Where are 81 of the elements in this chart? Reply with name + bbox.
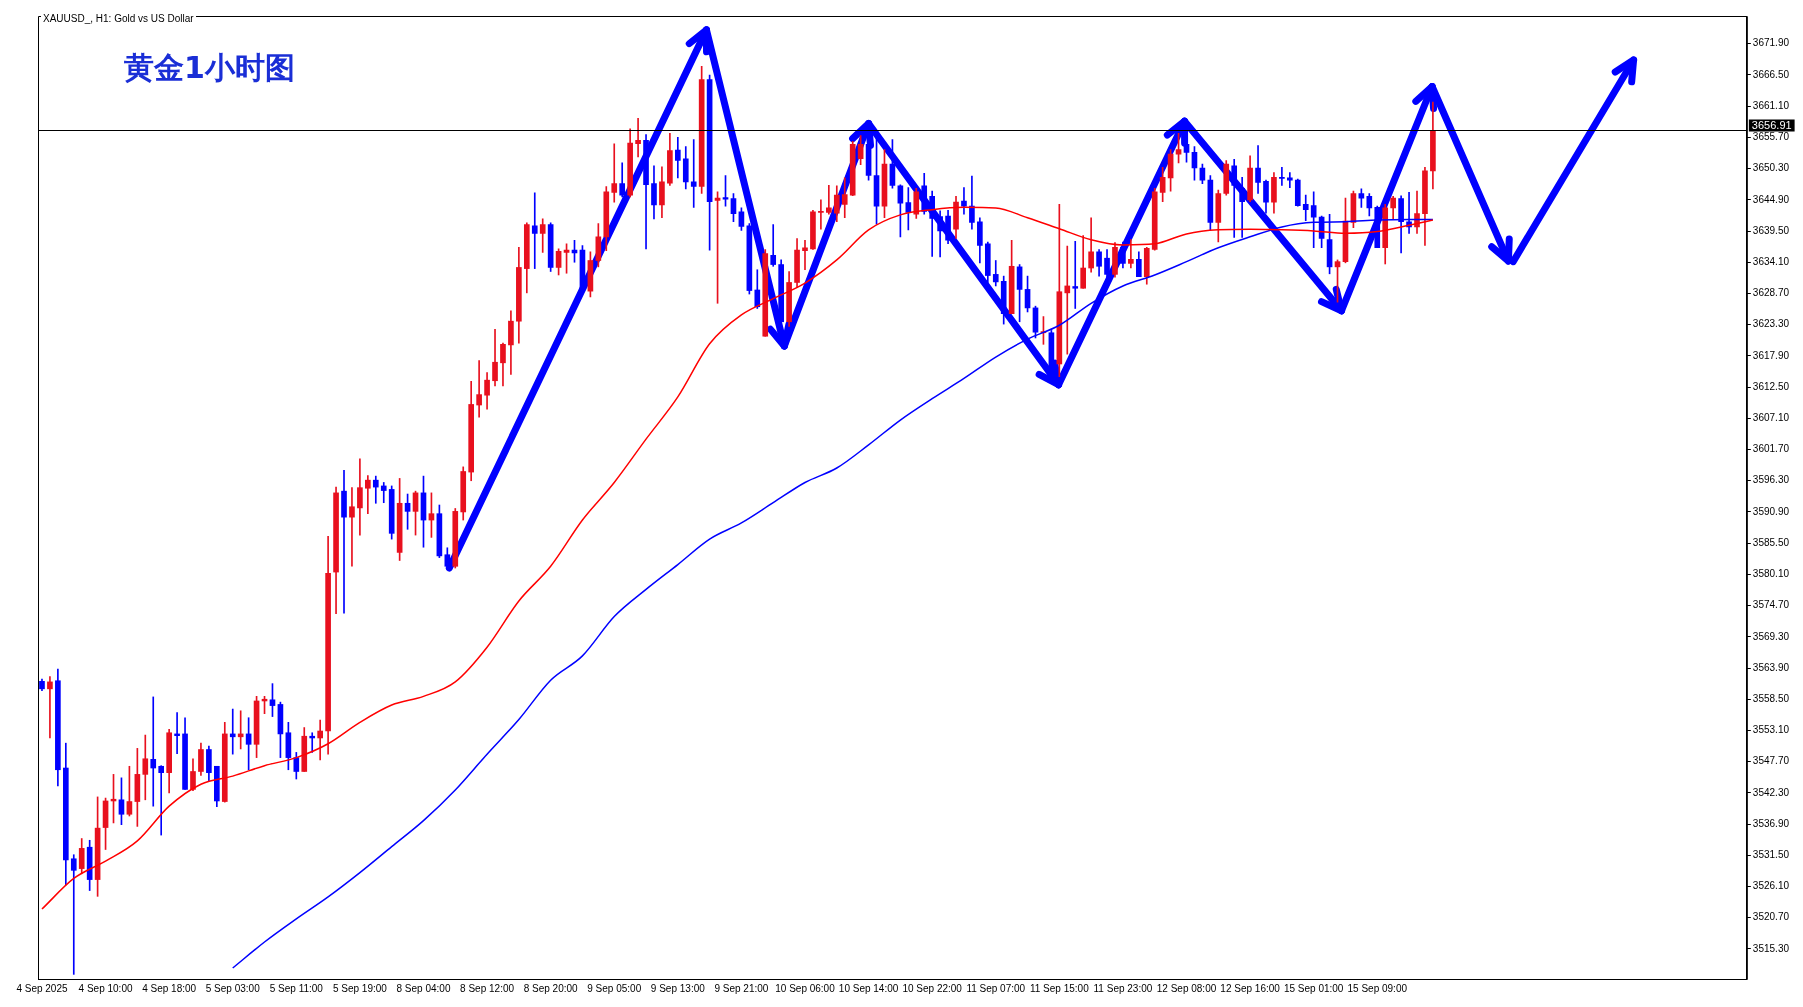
y-tick-label: 3650.30 (1752, 162, 1790, 174)
candlestick (150, 696, 157, 807)
y-tick-label: 3531.50 (1752, 849, 1790, 861)
x-tick-label: 15 Sep 01:00 (1283, 982, 1344, 994)
x-tick-label: 12 Sep 08:00 (1156, 982, 1217, 994)
x-tick-label: 12 Sep 16:00 (1220, 982, 1281, 994)
chart-subtitle: XAUUSD_, H1: Gold vs US Dollar (41, 13, 196, 24)
y-tick-label: 3558.50 (1752, 692, 1790, 704)
y-tick-label: 3601.70 (1752, 443, 1790, 455)
y-tick-label: 3639.50 (1752, 224, 1790, 236)
y-tick-label: 3515.30 (1752, 942, 1790, 954)
candlestick (770, 224, 777, 267)
x-tick-label: 10 Sep 06:00 (775, 982, 836, 994)
x-tick-label: 8 Sep 12:00 (460, 982, 515, 994)
candlestick (1279, 167, 1285, 186)
y-tick-label: 3553.10 (1752, 724, 1790, 736)
y-tick-label: 3542.30 (1752, 786, 1790, 798)
candlestick (635, 117, 641, 158)
candlestick (341, 470, 347, 614)
y-tick-label: 3617.90 (1752, 349, 1790, 361)
candlestick (531, 192, 538, 269)
y-tick-label: 3666.50 (1752, 68, 1790, 80)
y-tick-label: 3655.70 (1752, 131, 1790, 143)
candlestick (47, 676, 53, 739)
y-tick-label: 3628.70 (1752, 287, 1790, 299)
y-tick-label: 3574.70 (1752, 599, 1790, 611)
candlestick (818, 199, 824, 230)
x-tick-label: 10 Sep 14:00 (838, 982, 899, 994)
x-tick-label: 8 Sep 20:00 (523, 982, 579, 994)
candlestick (380, 482, 387, 504)
x-tick-label: 5 Sep 11:00 (269, 982, 324, 994)
y-tick-label: 3590.90 (1752, 505, 1790, 517)
x-tick-label: 5 Sep 19:00 (332, 982, 388, 994)
candlestick (1128, 239, 1134, 269)
candlestick (690, 139, 697, 208)
x-tick-label: 8 Sep 04:00 (396, 982, 451, 994)
y-tick-label: 3563.90 (1752, 661, 1790, 673)
y-tick-label: 3634.10 (1752, 255, 1790, 267)
candlestick (476, 360, 482, 418)
x-tick-label: 11 Sep 23:00 (1093, 982, 1153, 994)
x-tick-label: 10 Sep 22:00 (902, 982, 963, 994)
candlestick (826, 185, 832, 215)
x-tick-label: 4 Sep 18:00 (142, 982, 197, 994)
candlestick (1064, 245, 1071, 355)
x-tick-label: 4 Sep 2025 (16, 982, 68, 994)
y-tick-label: 3661.10 (1752, 99, 1790, 111)
y-tick-label: 3623.30 (1752, 318, 1790, 330)
x-tick-label: 4 Sep 10:00 (78, 982, 133, 994)
y-tick-label: 3644.90 (1752, 193, 1790, 205)
candlestick (349, 487, 355, 567)
y-tick-label: 3585.50 (1752, 536, 1790, 548)
x-tick-label: 9 Sep 13:00 (650, 982, 706, 994)
y-tick-label: 3536.90 (1752, 817, 1790, 829)
candlestick (372, 475, 379, 504)
y-tick-label: 3580.10 (1752, 568, 1790, 580)
x-tick-label: 11 Sep 07:00 (966, 982, 1026, 994)
candlestick (70, 854, 77, 975)
y-tick-label: 3547.70 (1752, 755, 1790, 767)
x-tick-label: 9 Sep 21:00 (714, 982, 769, 994)
candlestick (158, 765, 165, 836)
x-tick-label: 11 Sep 15:00 (1029, 982, 1090, 994)
candlestick (237, 710, 244, 750)
candlestick (365, 475, 371, 515)
y-tick-label: 3671.90 (1752, 37, 1790, 49)
x-tick-label: 15 Sep 09:00 (1347, 982, 1408, 994)
x-tick-label: 9 Sep 05:00 (587, 982, 642, 994)
y-tick-label: 3612.50 (1752, 380, 1790, 392)
candlestick (1072, 241, 1079, 309)
ref-line-label: 3656.91 (1751, 118, 1792, 131)
x-tick-label: 5 Sep 03:00 (205, 982, 261, 994)
y-tick-label: 3569.30 (1752, 630, 1790, 642)
candlestick (961, 187, 967, 215)
y-tick-label: 3520.70 (1752, 911, 1790, 923)
candlestick (611, 143, 618, 203)
text: 黄金1小时图 (124, 49, 295, 87)
candlestick (317, 719, 323, 761)
y-tick-label: 3526.10 (1752, 880, 1790, 892)
y-tick-label: 3596.30 (1752, 474, 1790, 486)
y-tick-label: 3607.10 (1752, 412, 1790, 424)
candlestick (229, 708, 236, 755)
candlestick (802, 239, 808, 271)
